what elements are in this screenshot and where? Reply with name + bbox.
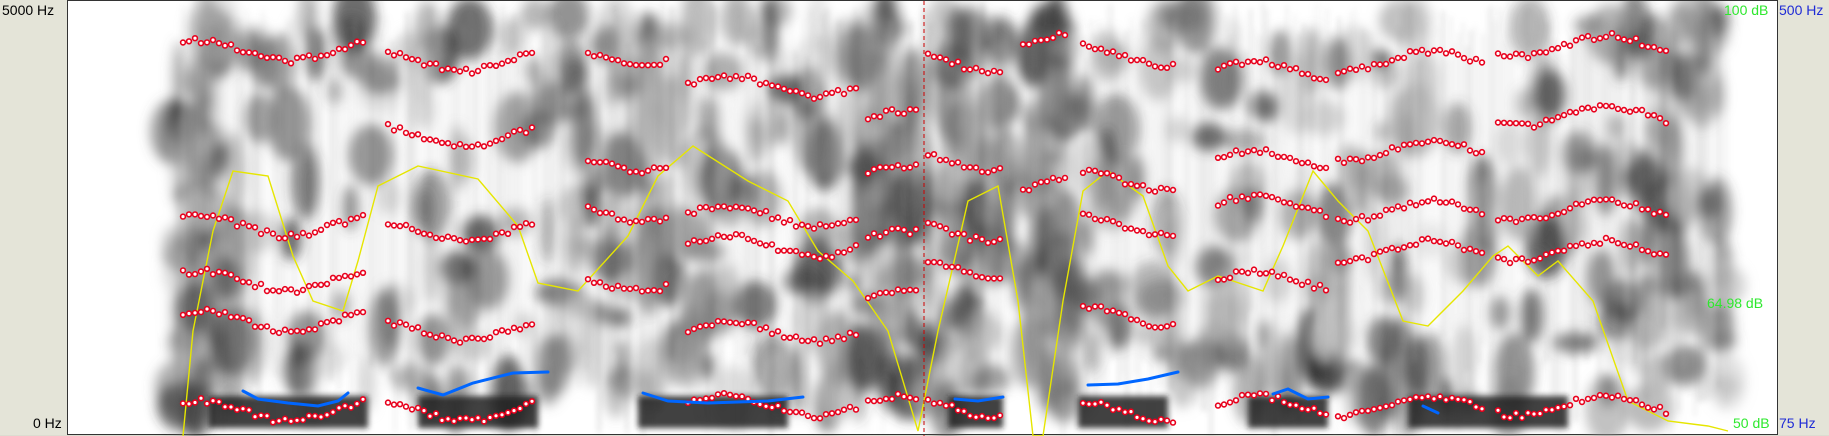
pitch-contour (241, 370, 1440, 415)
spectrogram-view[interactable] (67, 0, 1779, 436)
intensity-min-label: 50 dB (1733, 415, 1770, 431)
intensity-max-label: 100 dB (1724, 2, 1769, 18)
pitch-min-label: 75 Hz (1779, 415, 1816, 431)
intensity-mid-label: 64.98 dB (1707, 295, 1764, 311)
right-axis-panel (1778, 0, 1829, 435)
pitch-max-label: 500 Hz (1779, 2, 1824, 18)
left-axis-panel (0, 0, 67, 435)
intensity-contour (182, 145, 1729, 436)
spectrogram-canvas[interactable] (68, 1, 1779, 436)
formant-track (179, 29, 1670, 426)
frequency-max-label: 5000 Hz (2, 2, 55, 18)
frequency-min-label: 0 Hz (33, 415, 62, 431)
